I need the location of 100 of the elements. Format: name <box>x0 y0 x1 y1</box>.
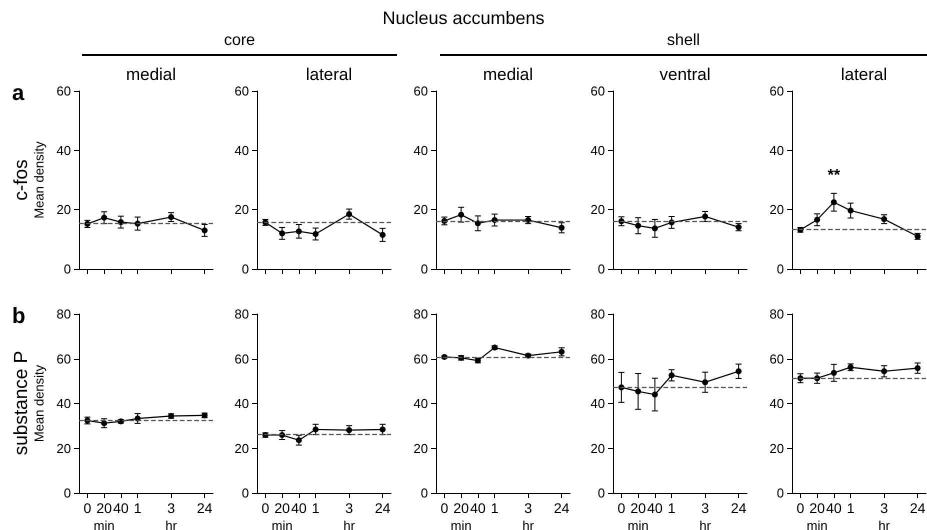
point <box>101 214 108 221</box>
x-tick-label: 24 <box>554 500 570 516</box>
y-tick-label: 0 <box>598 262 605 276</box>
point <box>101 420 108 426</box>
y-tick-label: 20 <box>414 202 428 218</box>
x-tick-label: 20 <box>630 500 646 516</box>
y-tick-label: 20 <box>590 202 605 218</box>
x-tick-label: 24 <box>910 500 926 516</box>
x-tick-label: 1 <box>846 500 855 516</box>
point <box>914 365 921 372</box>
point <box>652 225 658 232</box>
y-tick-label: 80 <box>234 306 249 322</box>
text: hr <box>878 518 891 530</box>
text: min <box>272 518 293 530</box>
point <box>380 426 386 432</box>
y-tick-label: 60 <box>770 351 784 366</box>
y-tick-label: 20 <box>234 440 249 456</box>
point <box>346 211 352 218</box>
y-tick-label: 0 <box>420 262 428 276</box>
y-tick-label: 40 <box>770 396 784 411</box>
y-tick-label: 20 <box>770 202 784 218</box>
y-tick-label: 0 <box>420 486 428 500</box>
x-tick-label: 0 <box>261 500 270 516</box>
x-tick-label: 40 <box>291 500 307 516</box>
x-tick-label: 24 <box>374 500 391 516</box>
y-tick-label: 80 <box>56 306 71 322</box>
y-tick-label: 40 <box>590 142 605 158</box>
text: b <box>12 303 26 329</box>
y-tick-label: 20 <box>234 202 249 218</box>
text: min <box>94 518 115 530</box>
point <box>881 368 888 374</box>
x-tick-label: 1 <box>312 500 320 516</box>
point <box>279 230 286 236</box>
y-tick-label: 80 <box>414 306 428 322</box>
y-tick-label: 40 <box>414 142 428 158</box>
point <box>346 427 352 434</box>
point <box>702 379 708 386</box>
x-tick-label: 3 <box>880 500 888 516</box>
x-tick-label: 24 <box>730 500 747 516</box>
y-tick-label: 0 <box>776 262 784 276</box>
point <box>558 224 565 231</box>
chart-title: medial <box>482 65 534 84</box>
y-tick-label: 60 <box>234 84 249 98</box>
x-tick-label: 1 <box>134 500 142 516</box>
point <box>168 214 174 220</box>
x-tick-label: 20 <box>453 500 470 516</box>
x-tick-label: 3 <box>167 500 176 516</box>
point <box>458 212 464 218</box>
chart-title: medial <box>126 65 176 84</box>
x-tick-label: 1 <box>668 500 676 516</box>
x-tick-label: 1 <box>490 500 499 516</box>
point <box>296 228 302 234</box>
y-tick-label: 40 <box>770 142 784 158</box>
y-tick-label: 60 <box>770 84 784 98</box>
x-tick-label: 3 <box>345 500 354 516</box>
y-tick-label: 0 <box>598 486 605 500</box>
point <box>635 388 642 394</box>
y-tick-label: 0 <box>64 262 71 276</box>
point <box>202 227 208 234</box>
chart-title: lateral <box>840 65 888 84</box>
y-tick-label: 40 <box>234 142 249 158</box>
y-tick-label: 0 <box>776 486 784 500</box>
x-tick-label: 40 <box>470 500 486 516</box>
y-tick-label: 20 <box>56 440 71 456</box>
point <box>668 372 675 378</box>
x-tick-label: 40 <box>647 500 663 516</box>
y-tick-label: 60 <box>56 351 71 366</box>
text: core <box>222 32 256 50</box>
x-tick-label: 24 <box>196 500 213 516</box>
y-axis-title: Mean density <box>32 364 47 442</box>
y-tick-label: 0 <box>64 486 71 500</box>
y-tick-label: 40 <box>590 396 605 411</box>
x-tick-label: 20 <box>274 500 290 516</box>
y-tick-label: 60 <box>590 351 605 366</box>
point <box>296 437 302 444</box>
y-tick-label: 60 <box>56 84 71 98</box>
x-tick-label: 40 <box>826 500 842 516</box>
point <box>312 426 319 432</box>
point <box>830 370 837 376</box>
y-tick-label: 40 <box>56 142 71 158</box>
x-tick-label: 3 <box>701 500 710 516</box>
chart-title: ventral <box>659 65 711 84</box>
point <box>312 230 319 237</box>
x-tick-label: 0 <box>440 500 448 516</box>
y-tick-label: 0 <box>242 262 249 276</box>
y-tick-label: 40 <box>56 396 71 411</box>
x-tick-label: 3 <box>524 500 532 516</box>
x-tick-label: 20 <box>96 500 112 516</box>
y-tick-label: 20 <box>770 440 784 456</box>
text: c-fos <box>11 159 33 201</box>
text: min <box>806 518 828 530</box>
point <box>830 199 837 206</box>
x-tick-label: 0 <box>796 500 804 516</box>
y-tick-label: 40 <box>234 396 249 411</box>
point <box>635 222 642 229</box>
y-tick-label: 20 <box>590 440 605 456</box>
y-tick-label: 20 <box>414 440 428 456</box>
text: substance P <box>11 350 33 456</box>
text: min <box>450 518 472 530</box>
text: shell <box>666 32 701 50</box>
